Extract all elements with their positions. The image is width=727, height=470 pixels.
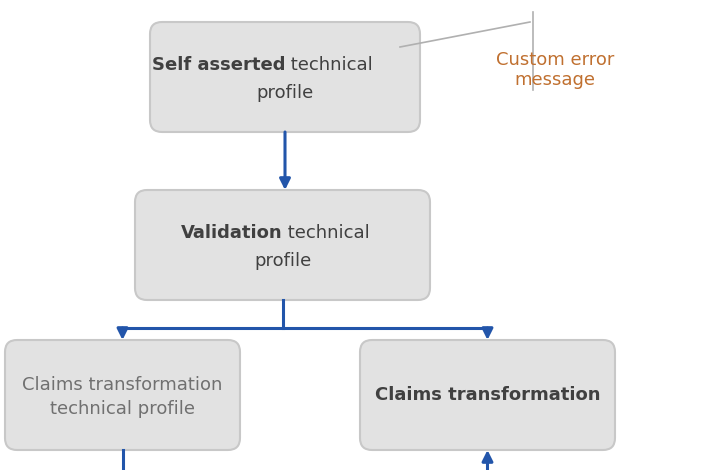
Text: technical: technical xyxy=(285,56,373,74)
Text: profile: profile xyxy=(254,252,311,270)
Text: profile: profile xyxy=(257,84,313,102)
Text: Custom error
message: Custom error message xyxy=(496,51,614,89)
Text: Claims transformation: Claims transformation xyxy=(23,376,222,394)
Text: Claims transformation: Claims transformation xyxy=(374,386,601,404)
FancyBboxPatch shape xyxy=(135,190,430,300)
Text: Validation: Validation xyxy=(181,224,283,242)
FancyBboxPatch shape xyxy=(150,22,420,132)
FancyBboxPatch shape xyxy=(360,340,615,450)
Text: Self asserted: Self asserted xyxy=(151,56,285,74)
Text: technical: technical xyxy=(283,224,370,242)
FancyBboxPatch shape xyxy=(5,340,240,450)
Text: technical profile: technical profile xyxy=(50,400,195,418)
